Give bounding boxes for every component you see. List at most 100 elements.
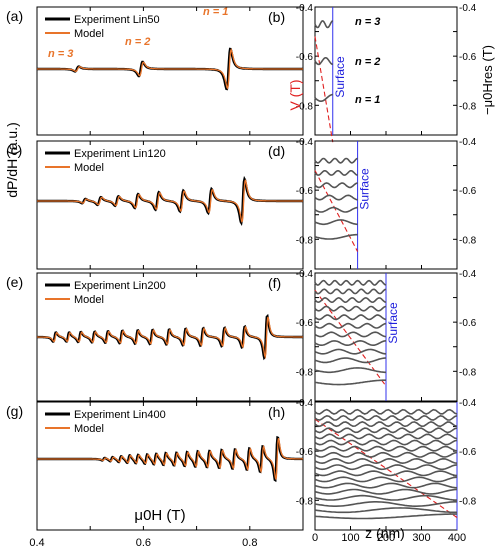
mode-profile <box>314 507 457 514</box>
surface-label: Surface <box>386 302 400 344</box>
mode-profile <box>314 427 458 434</box>
mode-profile <box>314 219 358 226</box>
linear-potential <box>314 36 334 143</box>
legend-model: Model <box>74 162 104 174</box>
y-tick-label-left: -0.8 <box>296 101 314 112</box>
mode-label: n = 3 <box>355 16 380 28</box>
linear-potential <box>314 418 458 518</box>
mode-profile <box>314 379 386 386</box>
x-tick-label: 300 <box>412 532 430 544</box>
mode-profile <box>314 457 458 465</box>
mode-profile <box>314 157 358 164</box>
y-tick-label-left: -0.4 <box>296 137 314 148</box>
y-tick-label-left: -0.6 <box>296 318 314 329</box>
resonance-label: n = 3 <box>48 48 73 60</box>
profile-panel-h: -0.4 -0.4 -0.6 -0.6 -0.8 -0.8 (h) <box>268 398 477 531</box>
mode-profile <box>314 20 334 29</box>
y-tick-label-left: -0.8 <box>296 235 314 246</box>
model-curve <box>37 438 303 480</box>
mode-profile <box>314 288 387 295</box>
y-tick-label-right: -0.8 <box>459 235 477 246</box>
y-tick-label-right: -0.8 <box>459 496 477 507</box>
x-tick-label: 400 <box>448 532 466 544</box>
y-tick-label-left: -0.6 <box>296 447 314 458</box>
y-tick-label-left: -0.4 <box>296 269 314 280</box>
left-x-axis-label: μ0H (T) <box>134 507 185 524</box>
legend-experiment: Experiment Lin400 <box>74 409 166 421</box>
resonance-label: n = 2 <box>125 36 150 48</box>
y-tick-label-left: -0.6 <box>296 186 314 197</box>
mode-profile <box>314 445 458 452</box>
mode-profile <box>314 279 387 286</box>
mode-profile <box>314 439 458 446</box>
mode-profile <box>314 488 458 495</box>
x-tick-label: 0.4 <box>29 537 44 549</box>
left-spectra-panels: Experiment Lin50 Model (a) Experiment Lin12… <box>6 6 304 549</box>
profile-panel-b: -0.4 -0.4 -0.6 -0.6 -0.8 -0.8 Surface (b) <box>268 3 477 143</box>
y-tick-label-right: -0.4 <box>459 398 477 409</box>
right-x-axis-label: z (nm) <box>365 525 405 541</box>
experiment-curve <box>36 313 303 361</box>
y-tick-label-right: -0.8 <box>459 101 477 112</box>
legend-experiment: Experiment Lin120 <box>74 148 166 160</box>
y-tick-label-left: -0.4 <box>296 3 314 14</box>
mode-profile <box>314 331 387 338</box>
panel-frame <box>36 272 304 402</box>
mode-profile <box>314 339 387 346</box>
panel-label: (a) <box>6 8 23 24</box>
mode-label: n = 1 <box>355 94 380 106</box>
panel-label: (h) <box>268 404 285 420</box>
mode-profile <box>314 464 458 471</box>
panel-label: (b) <box>268 9 285 25</box>
legend-experiment: Experiment Lin50 <box>74 14 160 26</box>
y-tick-label-right: -0.6 <box>459 186 477 197</box>
mode-profile <box>314 57 334 66</box>
mode-profile <box>314 482 458 489</box>
x-tick-label: 200 <box>377 532 395 544</box>
mode-profile <box>314 494 457 501</box>
x-tick-label: 0 <box>312 532 318 544</box>
right-profile-panels: -0.4 -0.4 -0.6 -0.6 -0.8 -0.8 Surface (b) -0.4 -0… <box>268 3 477 544</box>
y-tick-label-right: -0.4 <box>459 269 477 280</box>
mode-profile <box>314 414 458 422</box>
mode-profile <box>314 305 387 312</box>
mode-profile <box>314 233 358 240</box>
panel-label: (d) <box>268 143 285 159</box>
resonance-label: n = 1 <box>203 6 228 18</box>
mode-profile <box>314 470 458 477</box>
mode-profile <box>314 296 387 304</box>
panel-label: (c) <box>6 142 22 158</box>
legend-experiment: Experiment Lin200 <box>74 280 166 292</box>
mode-profile <box>314 170 358 176</box>
panel-label: (g) <box>6 403 23 419</box>
mode-profile <box>314 182 358 189</box>
x-tick-label: 0.8 <box>242 537 257 549</box>
model-curve <box>37 48 303 90</box>
mode-profile <box>314 357 387 364</box>
mode-profile <box>314 513 457 520</box>
y-tick-label-right: -0.6 <box>459 52 477 63</box>
y-tick-label-right: -0.8 <box>459 367 477 378</box>
legend-model: Model <box>74 294 104 306</box>
panel-frame <box>36 401 304 531</box>
profile-panel-d: -0.4 -0.4 -0.6 -0.6 -0.8 -0.8 Surface (d) <box>268 137 477 270</box>
panel-label: (f) <box>268 275 281 291</box>
panel-frame <box>36 6 304 136</box>
linear-potential <box>314 170 359 252</box>
right-right-y-axis-label: −μ0Hres (T) <box>480 45 495 115</box>
y-tick-label-left: -0.4 <box>296 398 314 409</box>
legend-model: Model <box>74 28 104 40</box>
right-left-y-axis-label: V (T) <box>287 79 303 110</box>
spectrum-panel-e: Experiment Lin200 Model (e) <box>6 272 304 402</box>
x-tick-label: 0.6 <box>136 537 151 549</box>
panel-frame <box>36 140 304 270</box>
mode-profile <box>314 433 458 440</box>
y-tick-label-right: -0.4 <box>459 3 477 14</box>
mode-profile <box>314 93 333 102</box>
model-curve <box>37 179 303 223</box>
y-tick-label-right: -0.6 <box>459 318 477 329</box>
x-tick-label: 100 <box>341 532 359 544</box>
spectrum-panel-g: Experiment Lin400 Model (g) <box>6 401 304 531</box>
mode-profile <box>314 367 386 374</box>
